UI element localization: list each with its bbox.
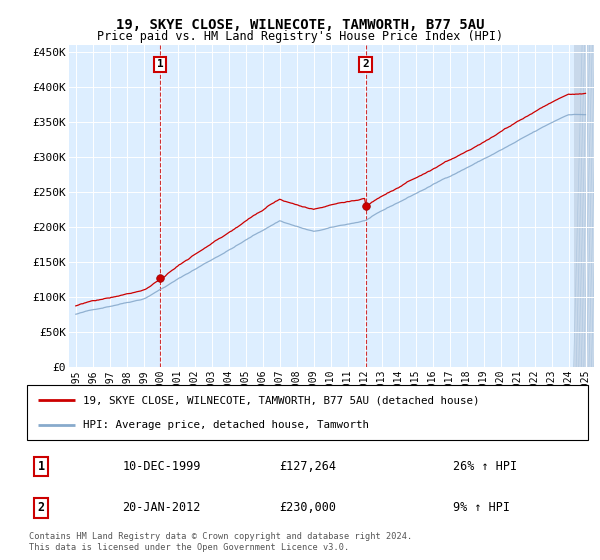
- Text: £230,000: £230,000: [279, 501, 336, 515]
- Text: £127,264: £127,264: [279, 460, 336, 473]
- Text: 26% ↑ HPI: 26% ↑ HPI: [454, 460, 517, 473]
- Text: 1: 1: [37, 460, 44, 473]
- Text: 19, SKYE CLOSE, WILNECOTE, TAMWORTH, B77 5AU (detached house): 19, SKYE CLOSE, WILNECOTE, TAMWORTH, B77…: [83, 395, 479, 405]
- Text: 9% ↑ HPI: 9% ↑ HPI: [454, 501, 511, 515]
- Text: 20-JAN-2012: 20-JAN-2012: [122, 501, 201, 515]
- Text: Price paid vs. HM Land Registry's House Price Index (HPI): Price paid vs. HM Land Registry's House …: [97, 30, 503, 43]
- Text: This data is licensed under the Open Government Licence v3.0.: This data is licensed under the Open Gov…: [29, 543, 349, 552]
- Text: 2: 2: [362, 59, 369, 69]
- Text: HPI: Average price, detached house, Tamworth: HPI: Average price, detached house, Tamw…: [83, 421, 369, 430]
- Text: Contains HM Land Registry data © Crown copyright and database right 2024.: Contains HM Land Registry data © Crown c…: [29, 532, 412, 541]
- Text: 10-DEC-1999: 10-DEC-1999: [122, 460, 201, 473]
- Text: 1: 1: [157, 59, 163, 69]
- Text: 2: 2: [37, 501, 44, 515]
- Text: 19, SKYE CLOSE, WILNECOTE, TAMWORTH, B77 5AU: 19, SKYE CLOSE, WILNECOTE, TAMWORTH, B77…: [116, 18, 484, 32]
